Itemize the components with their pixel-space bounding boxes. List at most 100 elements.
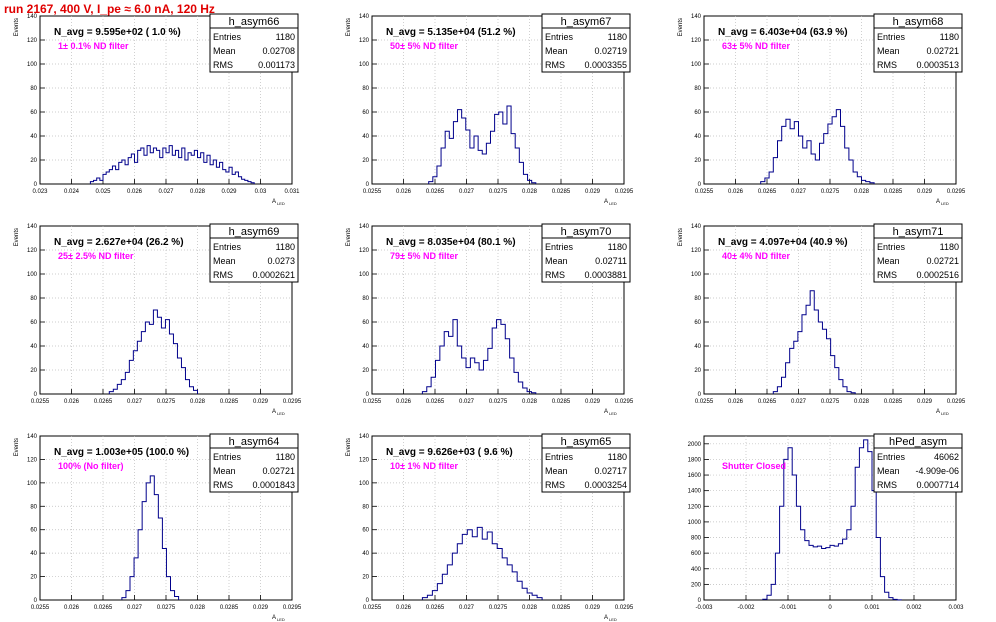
x-tick-label: 0.029: [253, 605, 269, 611]
stats-value-entries: 1180: [276, 242, 295, 252]
stats-label-rms: RMS: [213, 60, 233, 70]
histogram-line: [762, 439, 902, 601]
x-axis-title-subscript: LED: [941, 201, 949, 206]
y-tick-label: 40: [30, 344, 37, 350]
stats-label-rms: RMS: [545, 480, 565, 490]
y-axis-title: Events: [346, 18, 352, 36]
x-tick-label: 0.026: [64, 605, 80, 611]
stats-label-entries: Entries: [545, 32, 574, 42]
y-tick-label: 0: [366, 598, 370, 604]
histogram-line: [108, 309, 198, 394]
stats-value-mean: 0.02721: [262, 466, 295, 476]
histogram-line: [421, 526, 543, 600]
run-title: run 2167, 400 V, I_pe ≈ 6.0 nA, 120 Hz: [4, 2, 215, 16]
y-tick-label: 0: [34, 182, 38, 188]
y-tick-label: 1800: [688, 457, 702, 463]
x-tick-label: 0.0255: [363, 399, 382, 405]
x-tick-label: 0.0295: [283, 399, 302, 405]
stats-value-mean: 0.02708: [262, 46, 295, 56]
x-axis-title-subscript: LED: [277, 617, 285, 622]
stats-box: [873, 13, 963, 73]
y-tick-label: 40: [362, 134, 369, 140]
y-tick-label: 140: [359, 434, 370, 440]
x-tick-label: 0.028: [190, 605, 206, 611]
filter-label: 1± 0.1% ND filter: [58, 41, 129, 51]
x-axis-title-subscript: LED: [609, 201, 617, 206]
stats-value-rms: 0.0003355: [584, 60, 627, 70]
stats-label-rms: RMS: [545, 270, 565, 280]
y-tick-label: 140: [691, 224, 702, 230]
y-tick-label: 120: [27, 457, 38, 463]
y-tick-label: 100: [27, 62, 38, 68]
y-tick-label: 60: [362, 110, 369, 116]
y-tick-label: 40: [362, 344, 369, 350]
x-axis-title-subscript: LED: [277, 201, 285, 206]
stats-label-mean: Mean: [877, 46, 900, 56]
x-tick-label: 0.0295: [615, 189, 634, 195]
x-tick-label: 0.027: [127, 605, 143, 611]
y-axis-title: Events: [346, 438, 352, 456]
x-tick-label: 0: [828, 605, 832, 611]
y-tick-label: 140: [27, 224, 38, 230]
x-tick-label: 0.027: [459, 399, 475, 405]
stats-label-mean: Mean: [877, 466, 900, 476]
n-avg-label: N_avg = 8.035e+04 (80.1 %): [386, 237, 516, 248]
stats-box: [209, 433, 299, 493]
stats-label-entries: Entries: [213, 242, 242, 252]
x-tick-label: 0.027: [459, 189, 475, 195]
stats-value-entries: 1180: [276, 452, 295, 462]
stats-label-rms: RMS: [545, 60, 565, 70]
stats-value-mean: 0.02721: [926, 256, 959, 266]
x-axis-title-subscript: LED: [277, 411, 285, 416]
n-avg-label: N_avg = 1.003e+05 (100.0 %): [54, 447, 189, 458]
y-tick-label: 40: [30, 551, 37, 557]
x-tick-label: 0.027: [791, 189, 807, 195]
y-tick-label: 60: [362, 528, 369, 534]
x-tick-label: -0.001: [779, 605, 797, 611]
x-axis-title: A: [936, 409, 940, 415]
y-tick-label: 120: [27, 248, 38, 254]
histogram-line: [89, 145, 255, 184]
y-tick-label: 0: [698, 598, 702, 604]
stats-value-rms: 0.0007714: [916, 480, 959, 490]
histogram-panel-h_asym67: 0.0255 0.026 0.0265 0.027 0.0275 0.028 0.0285 0…: [346, 13, 634, 206]
y-tick-label: 60: [30, 320, 37, 326]
filter-label: 50± 5% ND filter: [390, 41, 458, 51]
y-tick-label: 0: [34, 392, 38, 398]
stats-label-rms: RMS: [877, 270, 897, 280]
stats-value-entries: 1180: [608, 242, 627, 252]
y-tick-label: 100: [359, 481, 370, 487]
x-tick-label: 0.028: [522, 189, 538, 195]
x-tick-label: -0.003: [695, 605, 713, 611]
histogram-panel-hPed_asym: -0.003 -0.002 -0.001 0 0.001 0.002 0.003 0 200 40…: [688, 433, 964, 611]
y-tick-label: 20: [694, 368, 701, 374]
y-tick-label: 80: [362, 86, 369, 92]
stats-label-entries: Entries: [877, 32, 906, 42]
x-tick-label: 0.026: [396, 605, 412, 611]
x-tick-label: 0.0255: [363, 605, 382, 611]
y-axis-title: Events: [678, 18, 684, 36]
stats-box-title: h_asym66: [229, 16, 280, 28]
stats-label-mean: Mean: [213, 46, 236, 56]
y-tick-label: 100: [27, 272, 38, 278]
y-tick-label: 20: [362, 158, 369, 164]
x-tick-label: 0.027: [791, 399, 807, 405]
histogram-panel-h_asym68: 0.0255 0.026 0.0265 0.027 0.0275 0.028 0.0285 0…: [678, 13, 966, 206]
x-tick-label: 0.003: [948, 605, 964, 611]
x-tick-label: 0.026: [728, 189, 744, 195]
stats-value-entries: 1180: [940, 32, 959, 42]
x-tick-label: 0.029: [585, 189, 601, 195]
x-axis-title: A: [604, 199, 608, 205]
x-tick-label: 0.0255: [363, 189, 382, 195]
x-tick-label: 0.026: [127, 189, 143, 195]
y-axis-title: Events: [14, 18, 20, 36]
histogram-panel-h_asym71: 0.0255 0.026 0.0265 0.027 0.0275 0.028 0.0285 0…: [678, 223, 966, 416]
stats-box-title: h_asym68: [893, 16, 944, 28]
y-tick-label: 40: [362, 551, 369, 557]
y-axis-title: Events: [678, 228, 684, 246]
stats-label-mean: Mean: [877, 256, 900, 266]
stats-box: [541, 223, 631, 283]
y-tick-label: 0: [366, 392, 370, 398]
stats-box-title: h_asym64: [229, 436, 280, 448]
